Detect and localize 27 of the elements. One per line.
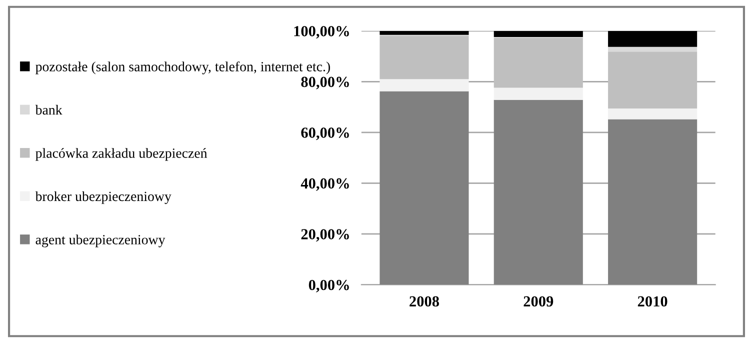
bar: [608, 52, 698, 109]
y-tick-label: 100,00%: [294, 26, 349, 39]
y-tick-label: 80,00%: [301, 76, 349, 90]
y-tick-label: 60,00%: [301, 128, 349, 140]
bar: [494, 30, 583, 37]
legend-label: agent ubezpieczeniowy: [36, 234, 166, 248]
legend-label: bank: [35, 104, 62, 115]
x-tick-label: 2009: [524, 296, 554, 307]
y-tick-label: 20,00%: [301, 229, 349, 242]
bar: [494, 88, 583, 100]
legend-label: pozostałe (salon samochodowy, telefon, internet etc.): [36, 61, 330, 74]
y-tick-label: 40,00%: [300, 178, 349, 191]
bar: [608, 30, 698, 47]
bar: [608, 108, 698, 120]
bar: [380, 91, 469, 285]
legend-label: broker ubezpieczeniowy: [35, 191, 172, 204]
bar: [380, 30, 469, 35]
bar: [608, 119, 698, 285]
bar: [380, 36, 469, 80]
bar: [494, 38, 583, 88]
bar: [608, 46, 698, 52]
legend-label: placówka zakładu ubezpieczeń: [36, 148, 208, 161]
x-tick-label: 2008: [410, 296, 439, 307]
y-tick-label: 0,00%: [308, 280, 349, 292]
bar: [380, 79, 469, 92]
bar: [494, 100, 583, 285]
x-tick-label: 2010: [638, 296, 668, 307]
